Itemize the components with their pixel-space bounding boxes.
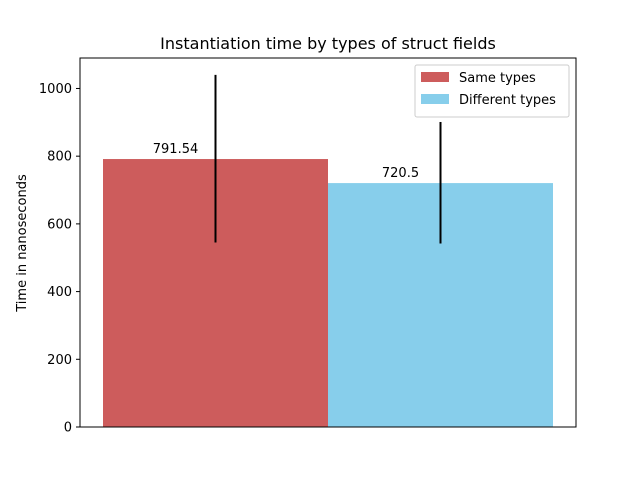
y-tick-label: 400 (47, 285, 72, 300)
chart-title: Instantiation time by types of struct fi… (160, 34, 496, 53)
y-tick-label: 800 (47, 150, 72, 165)
legend-label: Different types (459, 93, 556, 108)
plot-area: 0 200 400 600 800 1000 791.54 720.5 (39, 74, 553, 436)
data-label: 791.54 (153, 142, 199, 157)
y-tick-label: 0 (64, 421, 72, 436)
y-tick-label: 1000 (39, 82, 72, 97)
legend-label: Same types (459, 71, 536, 86)
legend-box (414, 64, 570, 118)
y-tick-label: 600 (47, 217, 72, 232)
y-axis-label: Time in nanoseconds (15, 174, 30, 313)
plot-frame (79, 57, 577, 428)
legend-swatch (421, 94, 449, 104)
data-label: 720.5 (382, 166, 419, 181)
legend: Same types Different types (414, 64, 570, 118)
legend-swatch (421, 72, 449, 82)
y-tick-label: 200 (47, 353, 72, 368)
